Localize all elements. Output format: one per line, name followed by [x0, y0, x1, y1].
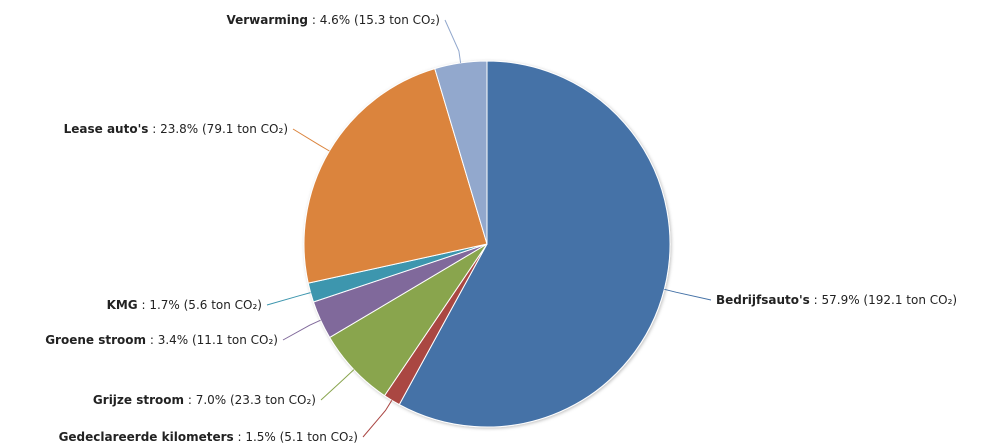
slice-name: Gedeclareerde kilometers [59, 430, 234, 444]
slice-value: : 57.9% (192.1 ton CO₂) [810, 293, 957, 307]
slice-value: : 3.4% (11.1 ton CO₂) [146, 333, 278, 347]
connector-kmg [266, 292, 311, 306]
slice-value: : 4.6% (15.3 ton CO₂) [308, 13, 440, 27]
connector-bedrijfsauto-s [664, 288, 712, 301]
data-label-bedrijfsauto-s: Bedrijfsauto's : 57.9% (192.1 ton CO₂) [716, 293, 957, 307]
slice-name: Grijze stroom [93, 393, 184, 407]
slice-value: : 1.5% (5.1 ton CO₂) [234, 430, 358, 444]
pie-slice-verwarming[interactable] [434, 60, 488, 245]
data-label-kmg: KMG : 1.7% (5.6 ton CO₂) [107, 298, 262, 312]
pie-connectors [266, 19, 712, 438]
pie-labels: Bedrijfsauto's : 57.9% (192.1 ton CO₂) Ge… [45, 13, 957, 444]
connector-gedeclareerde-kilometers [362, 400, 393, 438]
data-label-gedeclareerde-kilometers: Gedeclareerde kilometers : 1.5% (5.1 ton… [59, 430, 358, 444]
slice-name: Groene stroom [45, 333, 146, 347]
slice-name: Lease auto's [64, 122, 149, 136]
data-label-verwarming: Verwarming : 4.6% (15.3 ton CO₂) [226, 13, 440, 27]
connector-lease-auto-s [292, 128, 330, 152]
slice-value: : 7.0% (23.3 ton CO₂) [184, 393, 316, 407]
connector-verwarming [444, 19, 462, 63]
data-label-groene-stroom: Groene stroom : 3.4% (11.1 ton CO₂) [45, 333, 278, 347]
slice-name: Bedrijfsauto's [716, 293, 810, 307]
pie-slices [303, 60, 671, 428]
slice-name: Verwarming [226, 13, 308, 27]
pie-slice-bedrijfsauto-s[interactable] [398, 60, 671, 428]
data-label-grijze-stroom: Grijze stroom : 7.0% (23.3 ton CO₂) [93, 393, 316, 407]
slice-value: : 23.8% (79.1 ton CO₂) [148, 122, 288, 136]
connector-groene-stroom [282, 319, 321, 341]
connector-grijze-stroom [320, 369, 355, 401]
data-label-lease-auto-s: Lease auto's : 23.8% (79.1 ton CO₂) [64, 122, 288, 136]
slice-name: KMG [107, 298, 138, 312]
pie-slice-lease-auto-s[interactable] [303, 67, 488, 284]
slice-value: : 1.7% (5.6 ton CO₂) [138, 298, 262, 312]
